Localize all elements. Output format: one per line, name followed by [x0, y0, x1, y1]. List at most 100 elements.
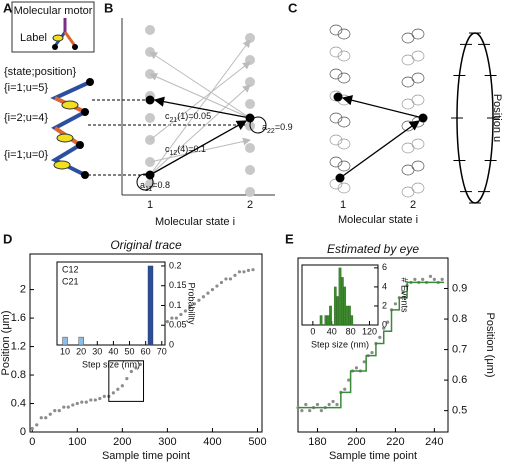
- annotation-rest: (1)=0.05: [177, 111, 211, 121]
- x-tick-label: 180: [308, 436, 326, 448]
- head: [72, 44, 78, 50]
- x-tick-label: 70: [157, 346, 167, 356]
- label-icon: [53, 160, 71, 170]
- x-tick-label: 300: [158, 436, 176, 448]
- motor-leg: [63, 31, 77, 47]
- data-point: [354, 366, 359, 370]
- state-ring: [411, 50, 425, 62]
- state-dot: [145, 113, 155, 123]
- active-state: [245, 113, 255, 123]
- data-point: [53, 409, 57, 413]
- data-point: [428, 274, 433, 278]
- data-point: [125, 377, 129, 381]
- annotation-base: c: [165, 111, 170, 121]
- y-tick-label: 0.8: [452, 313, 467, 325]
- histogram-bar: [336, 296, 339, 326]
- annotation: c12(4)=0.1: [165, 144, 206, 156]
- x-tick-label: 240: [425, 436, 443, 448]
- data-point: [206, 291, 210, 295]
- histogram-bar: [326, 315, 330, 326]
- x-axis-label: Molecular state i: [338, 214, 418, 226]
- x-tick-label: 1: [147, 199, 153, 211]
- data-point: [116, 387, 120, 391]
- data-point: [174, 316, 179, 320]
- transition-arrow: [149, 84, 251, 176]
- state-ring: [411, 182, 425, 194]
- panel-letter: E: [285, 231, 294, 246]
- data-point: [319, 409, 323, 413]
- data-point: [246, 268, 251, 272]
- data-point: [210, 288, 215, 292]
- x-tick-label: 220: [386, 436, 404, 448]
- label-icon: [56, 133, 74, 143]
- x-tick-label: 400: [203, 436, 221, 448]
- data-point: [179, 312, 183, 317]
- x-tick-label: 40: [327, 326, 337, 336]
- y-tick-label: 0.05: [169, 320, 187, 330]
- data-point: [75, 401, 79, 406]
- data-point: [30, 426, 34, 431]
- data-point: [188, 305, 192, 309]
- data-point: [219, 280, 224, 285]
- y-tick-label: 1.2: [11, 340, 26, 352]
- y-tick-label: 2: [20, 284, 26, 296]
- state-ring: [411, 72, 425, 84]
- data-point: [201, 295, 206, 299]
- histogram-bar: [350, 315, 354, 326]
- state-ring: [329, 68, 343, 80]
- axes-frame: [56, 261, 166, 346]
- y-tick-label: 0: [20, 426, 26, 438]
- data-point: [111, 391, 115, 395]
- data-point: [401, 289, 405, 294]
- histogram-bar: [333, 286, 337, 326]
- panel-letter: D: [3, 231, 12, 246]
- x-tick-label: 50: [125, 346, 135, 356]
- data-point: [71, 403, 75, 407]
- head: [86, 78, 94, 86]
- state-dot: [145, 25, 155, 35]
- state-ring: [329, 46, 343, 58]
- x-tick-label: 100: [68, 436, 86, 448]
- legend-entry: C12: [62, 264, 79, 274]
- transition-arrow: [149, 73, 251, 119]
- transition-arrow: [149, 51, 251, 119]
- state-ring: [337, 50, 351, 62]
- data-point: [183, 309, 188, 313]
- head: [52, 44, 58, 50]
- x-axis-label: Molecular state i: [155, 216, 235, 228]
- transition-arrow: [339, 120, 421, 179]
- x-tick-label: 500: [248, 436, 266, 448]
- annotation-sub: 22: [267, 128, 275, 135]
- annotation-rest: =0.8: [152, 180, 170, 190]
- state-ring: [411, 160, 425, 172]
- data-point: [62, 405, 66, 409]
- panel-letter: A: [3, 0, 13, 15]
- bar: [62, 336, 68, 346]
- data-point: [170, 316, 174, 320]
- transition-arrow: [149, 39, 251, 176]
- y-tick-label: 0.6: [452, 374, 467, 386]
- state-ring: [329, 134, 343, 146]
- data-point: [35, 423, 39, 427]
- data-point: [382, 326, 386, 330]
- data-point: [197, 298, 201, 302]
- zoom-box: [108, 360, 145, 402]
- data-point: [165, 320, 169, 324]
- y-tick-label: 0.1: [169, 300, 182, 310]
- state-ring: [329, 24, 343, 36]
- box-title: Molecular motor: [14, 5, 93, 17]
- x-tick-label: 20: [76, 346, 86, 356]
- x-axis-label: Step size (nm): [311, 339, 369, 349]
- y-axis-label: Position (μm): [0, 310, 12, 375]
- x-tick-label: 2: [410, 199, 416, 211]
- axes-frame: [29, 253, 263, 433]
- data-point: [224, 277, 228, 281]
- transition-arrow: [341, 95, 424, 119]
- state-dot: [245, 33, 255, 43]
- data-point: [335, 402, 339, 407]
- panel-letter: B: [104, 0, 113, 15]
- data-point: [120, 384, 124, 388]
- data-point: [347, 378, 351, 382]
